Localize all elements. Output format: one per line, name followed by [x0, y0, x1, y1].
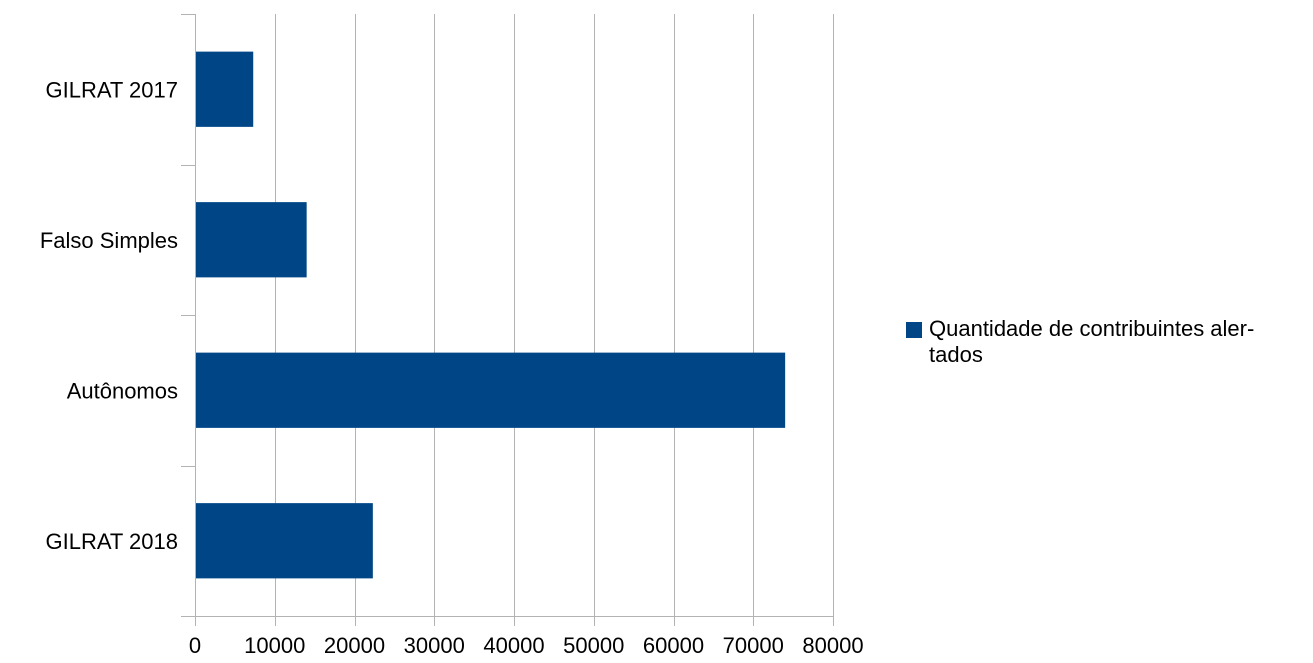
axes — [181, 14, 834, 626]
bar — [196, 202, 307, 278]
x-tick-label: 20000 — [324, 633, 385, 658]
bars — [196, 51, 786, 579]
legend-label-line-1: Quantidade de contribuintes aler- — [929, 316, 1255, 341]
x-tick-labels: 0 10000 20000 30000 40000 50000 60000 70000 8000… — [189, 633, 864, 658]
category-label: GILRAT 2018 — [46, 529, 178, 554]
category-label: Autônomos — [67, 378, 178, 403]
grid-lines — [275, 14, 834, 616]
category-labels: GILRAT 2017 Falso Simples Autônomos GILRAT … — [40, 77, 178, 554]
x-tick-label: 70000 — [723, 633, 784, 658]
category-label: GILRAT 2017 — [46, 77, 178, 102]
legend-swatch — [906, 322, 922, 338]
x-tick-label: 30000 — [404, 633, 465, 658]
bar — [196, 51, 254, 127]
x-tick-label: 0 — [189, 633, 201, 658]
category-label: Falso Simples — [40, 228, 178, 253]
x-tick-label: 10000 — [244, 633, 305, 658]
legend-label: Quantidade de contribuintes aler- tados — [929, 316, 1289, 368]
x-tick-label: 40000 — [483, 633, 544, 658]
x-tick-label: 60000 — [643, 633, 704, 658]
bar — [196, 503, 373, 579]
bar — [196, 352, 786, 428]
x-tick-label: 50000 — [563, 633, 624, 658]
legend-label-line-2: tados — [929, 342, 983, 367]
x-tick-label: 80000 — [802, 633, 863, 658]
